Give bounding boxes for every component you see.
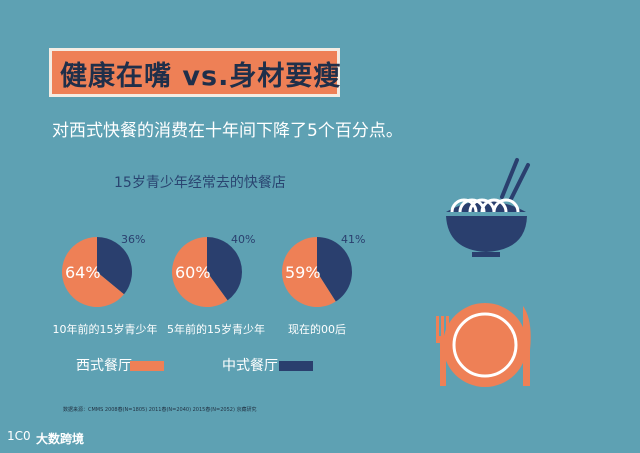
pie-caption: 5年前的15岁青少年 <box>167 322 265 336</box>
pie-western-label: 59% <box>285 263 321 282</box>
source-note: 数据来源：CMMS 2008春(N=1805) 2011春(N=2040) 20… <box>63 407 257 413</box>
logo-mark: 1C0 <box>7 429 31 443</box>
legend-chinese-label: 中式餐厅 <box>222 358 278 374</box>
pie-western-label: 60% <box>175 263 211 282</box>
fork-plate-knife-icon <box>436 303 531 387</box>
pie-slice-chinese <box>97 237 132 295</box>
pie-chinese-label: 36% <box>121 233 145 246</box>
title-box <box>49 48 340 97</box>
pie-slice-western <box>172 237 228 307</box>
pie-slice-western <box>282 237 336 307</box>
legend-western-swatch <box>130 361 164 371</box>
logo-name: 大数跨境 <box>36 432 85 446</box>
pie-caption: 10年前的15岁青少年 <box>53 322 158 336</box>
legend-chinese-swatch <box>279 361 313 371</box>
pie-slice-chinese <box>317 237 352 302</box>
pie-caption: 现在的00后 <box>288 322 346 336</box>
pie-chinese-label: 41% <box>341 233 365 246</box>
noodle-bowl-icon <box>446 158 530 257</box>
legend-western-label: 西式餐厅 <box>76 358 132 374</box>
pie-slice-chinese <box>207 237 243 301</box>
chart-title: 15岁青少年经常去的快餐店 <box>114 175 286 191</box>
page-subtitle: 对西式快餐的消费在十年间下降了5个百分点。 <box>52 121 403 141</box>
pie-chinese-label: 40% <box>231 233 255 246</box>
page-title: 健康在嘴 vs.身材要瘦 <box>60 61 342 92</box>
pie-western-label: 64% <box>65 263 101 282</box>
pie-slice-western <box>61 237 124 307</box>
